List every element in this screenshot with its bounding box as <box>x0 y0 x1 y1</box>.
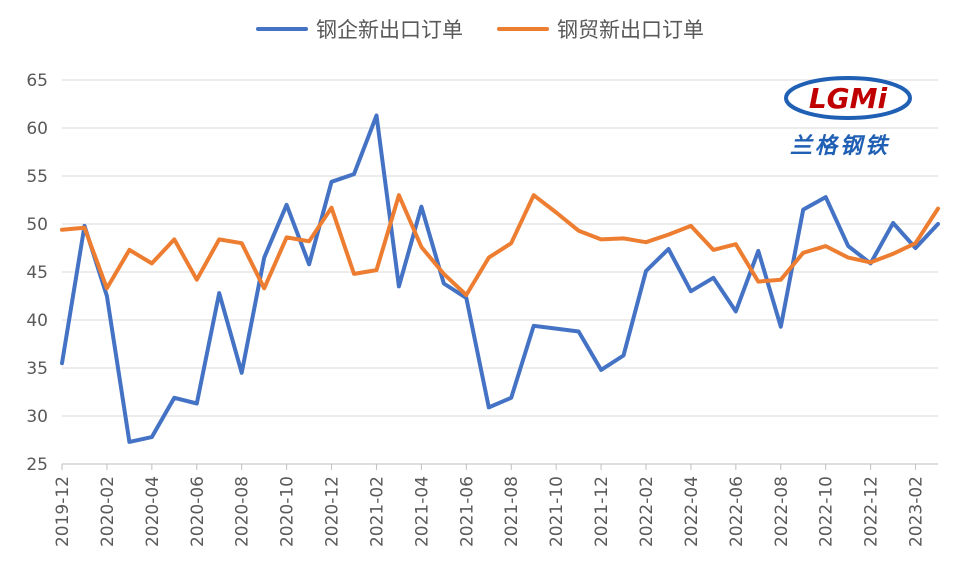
x-tick-label: 2023-02 <box>907 476 927 547</box>
y-tick-label: 55 <box>26 167 48 187</box>
y-tick-label: 25 <box>26 455 48 475</box>
series-line-1 <box>60 113 940 444</box>
legend-swatch-series-2 <box>497 27 549 31</box>
x-tick-label: 2020-10 <box>278 476 298 547</box>
x-tick-label: 2022-04 <box>682 476 702 547</box>
logo-mark: LGMi <box>784 76 912 120</box>
lgmi-logo: LGMi 兰格钢铁 <box>782 70 922 160</box>
x-tick-label: 2021-08 <box>502 476 522 547</box>
y-tick-label: 35 <box>26 359 48 379</box>
legend-item-series-2: 钢贸新出口订单 <box>497 14 704 44</box>
legend-swatch-series-1 <box>256 27 308 31</box>
logo-text-en: LGMi <box>809 82 888 115</box>
chart-legend: 钢企新出口订单 钢贸新出口订单 <box>0 14 960 44</box>
x-tick-label: 2022-06 <box>727 476 747 547</box>
x-tick-label: 2020-08 <box>233 476 253 547</box>
x-tick-label: 2022-10 <box>817 476 837 547</box>
series-line-2 <box>60 193 940 297</box>
x-tick-label: 2021-06 <box>457 476 477 547</box>
y-tick-label: 30 <box>26 407 48 427</box>
x-tick-label: 2022-08 <box>772 476 792 547</box>
x-tick-label: 2021-04 <box>412 476 432 547</box>
x-tick-label: 2021-10 <box>547 476 567 547</box>
legend-label-series-2: 钢贸新出口订单 <box>557 18 704 42</box>
x-tick-label: 2020-06 <box>188 476 208 547</box>
y-tick-label: 40 <box>26 311 48 331</box>
x-tick-label: 2019-12 <box>53 476 73 547</box>
x-tick-label: 2020-04 <box>143 476 163 547</box>
x-tick-label: 2020-02 <box>98 476 118 547</box>
x-tick-label: 2020-12 <box>323 476 343 547</box>
x-tick-label: 2022-12 <box>862 476 882 547</box>
y-tick-label: 50 <box>26 215 48 235</box>
legend-item-series-1: 钢企新出口订单 <box>256 14 463 44</box>
logo-text-cn: 兰格钢铁 <box>790 133 891 159</box>
legend-label-series-1: 钢企新出口订单 <box>316 18 463 42</box>
y-tick-label: 65 <box>26 71 48 91</box>
y-tick-label: 60 <box>26 119 48 139</box>
x-tick-label: 2021-02 <box>367 476 387 547</box>
x-tick-label: 2022-02 <box>637 476 657 547</box>
x-tick-label: 2021-12 <box>592 476 612 547</box>
y-tick-label: 45 <box>26 263 48 283</box>
